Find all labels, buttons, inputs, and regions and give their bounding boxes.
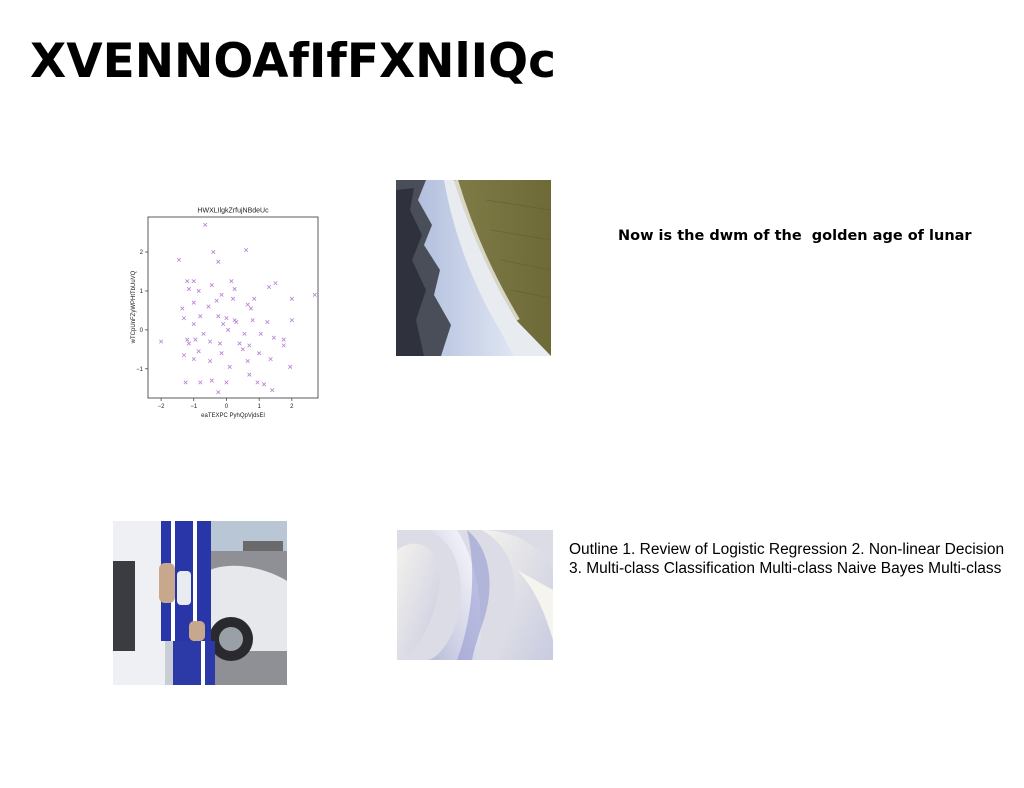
scatter-point [237,341,242,346]
scatter-point [185,337,190,342]
scatter-point [198,314,203,319]
x-tick-label: −1 [190,404,198,410]
scatter-point [268,356,273,362]
y-tick-label: 2 [140,250,144,256]
x-tick-label: 2 [290,404,294,410]
scatter-point [266,284,272,290]
scatter-point [209,378,214,383]
scatter-point [289,296,294,301]
scatter-point [208,358,213,364]
chart-title: HWXLIlgkZrfujNBdeUc [197,208,269,215]
scatter-point [232,318,237,323]
scatter-point [230,296,236,301]
scatter-point [270,388,275,393]
chart-xlabel: eaTEXPC PyhQpVjdsEl [201,413,265,419]
y-tick-label: 1 [140,289,144,295]
outline-line-1: Outline 1. Review of Logistic Regression… [569,541,1005,558]
scatter-point [245,302,250,307]
scatter-point [242,331,247,336]
scatter-point [186,341,191,346]
scatter-point [176,257,182,262]
tagline-text: Now is the dwm of the golden age of luna… [618,228,972,244]
scatter-point [245,358,250,364]
person-image [113,521,287,685]
scatter-point [248,306,254,311]
scatter-point [229,279,234,284]
scatter-point [273,281,278,286]
scatter-point [288,364,293,369]
scatter-chart-svg: HWXLIlgkZrfujNBdeUc eaTEXPC PyhQpVjdsEl … [131,208,319,419]
scatter-point [206,304,211,309]
scatter-point [224,380,229,385]
scatter-point [191,300,196,305]
y-tick-label: 0 [140,328,144,334]
scatter-point [216,259,221,264]
scatter-point [252,296,257,301]
scatter-point [209,283,214,288]
plot-frame [147,216,319,399]
scatter-point [203,222,208,227]
scatter-point [181,353,187,358]
y-tick-label: −1 [136,367,144,373]
scatter-point [186,286,191,292]
x-tick-label: 1 [257,404,261,410]
x-tick-label: −2 [158,404,166,410]
scatter-point [211,249,216,255]
scatter-point [265,320,270,325]
scatter-point [289,318,294,323]
slide-title: XVENNOAfIfFXNlIQc [30,34,556,89]
scatter-point [281,343,286,348]
scatter-point [191,279,196,284]
scatter-point [201,331,206,336]
scatter-point [250,318,255,323]
scatter-point [312,292,317,297]
scatter-point [257,351,262,356]
scatter-chart: HWXLIlgkZrfujNBdeUc eaTEXPC PyhQpVjdsEl … [126,200,326,424]
scatter-point [183,380,188,385]
scatter-point [221,321,226,327]
scatter-point [255,380,260,385]
scatter-point [243,248,249,253]
scatter-point [196,288,201,294]
scatter-point [258,331,263,336]
scatter-point [226,327,231,332]
scatter-point [216,390,221,395]
scatter-point [196,349,201,354]
scatter-point [217,341,223,346]
outline-text: Outline 1. Review of Logistic Regression… [569,541,1024,578]
scatter-point [180,306,185,311]
scatter-point [208,339,213,344]
coast-image [396,180,551,356]
scatter-point [191,321,196,327]
abstract-image [397,530,553,660]
scatter-point [191,356,196,362]
scatter-point [271,335,276,340]
scatter-point [158,339,164,344]
scatter-point [261,382,267,387]
scatter-point [219,351,224,356]
scatter-point [185,279,190,284]
scatter-point [216,314,221,319]
scatter-point [247,343,252,348]
scatter-point [193,337,198,342]
scatter-point [227,364,232,369]
scatter-point [181,316,187,321]
scatter-point [219,292,224,297]
scatter-point [198,380,203,385]
scatter-point [247,372,252,377]
chart-ylabel: wTCpUnFZyWPHtTbUuVQ [131,270,137,344]
outline-line-2: 3. Multi-class Classification Multi-clas… [569,559,1002,577]
scatter-point [232,286,237,292]
scatter-point [281,337,286,342]
scatter-point [240,347,245,352]
x-tick-label: 0 [225,404,229,410]
scatter-point [214,298,219,303]
scatter-point [224,316,229,321]
